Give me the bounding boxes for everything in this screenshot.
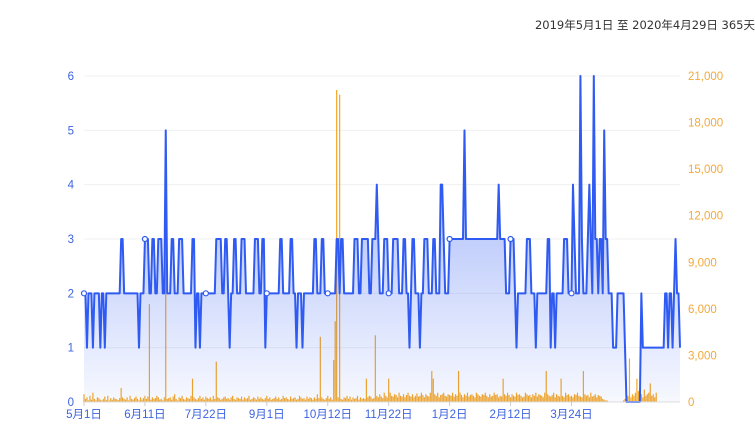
y-left-tick-label: 3	[68, 234, 74, 246]
y-left-tick-label: 0	[68, 397, 74, 409]
x-tick-label: 3月24日	[550, 409, 592, 421]
primary-point-marker	[80, 290, 88, 297]
primary-point-marker	[446, 235, 453, 243]
primary-point-marker	[263, 290, 270, 297]
y-right-tick-label: 0	[688, 397, 694, 409]
y-right-tick-label: 9,000	[688, 257, 717, 269]
y-right-tick-label: 21,000	[688, 71, 723, 83]
x-tick-label: 6月11日	[124, 409, 165, 421]
secondary-bar	[633, 395, 635, 402]
y-left-tick-label: 6	[68, 71, 74, 83]
y-right-tick-label: 15,000	[688, 164, 723, 176]
date-range-label: 2019年5月1日 至 2020年4月29日 365天	[534, 18, 755, 32]
y-right-tick-label: 18,000	[688, 118, 723, 130]
y-right-tick-label: 6,000	[688, 304, 717, 316]
primary-point-marker	[568, 290, 575, 297]
primary-point-marker	[141, 235, 149, 243]
x-tick-label: 10月12日	[303, 409, 352, 421]
x-tick-label: 2月12日	[489, 409, 531, 421]
x-tick-label: 7月22日	[185, 409, 227, 421]
secondary-bar	[630, 397, 632, 402]
x-tick-label: 9月1日	[249, 409, 285, 421]
secondary-bar	[628, 358, 631, 402]
primary-area-series	[84, 75, 681, 403]
primary-area-fill	[84, 76, 680, 402]
secondary-bar	[339, 94, 341, 402]
y-right-tick-label: 3,000	[688, 350, 717, 362]
primary-point-marker	[507, 235, 514, 243]
primary-markers	[80, 235, 575, 297]
secondary-bar	[637, 391, 639, 402]
primary-point-marker	[324, 290, 331, 297]
axis-labels: 0 1 2 3 4 5 6 0 3,000 6,000 9,000 12,000 15,000 18,00…	[66, 71, 723, 421]
secondary-bar	[631, 394, 634, 402]
x-tick-label: 11月22日	[365, 409, 413, 421]
y-left-tick-label: 5	[68, 125, 74, 137]
y-left-tick-label: 1	[68, 343, 74, 355]
x-tick-label: 1月2日	[432, 409, 468, 421]
y-left-tick-label: 4	[68, 180, 75, 192]
primary-line	[84, 75, 681, 403]
y-left-tick-label: 2	[68, 288, 74, 300]
secondary-bar	[627, 395, 629, 402]
primary-point-marker	[385, 290, 392, 297]
y-right-tick-label: 12,000	[688, 211, 723, 223]
secondary-bar	[634, 392, 637, 402]
secondary-bar	[636, 378, 638, 402]
primary-point-marker	[202, 290, 209, 297]
x-tick-label: 5月1日	[66, 409, 102, 421]
